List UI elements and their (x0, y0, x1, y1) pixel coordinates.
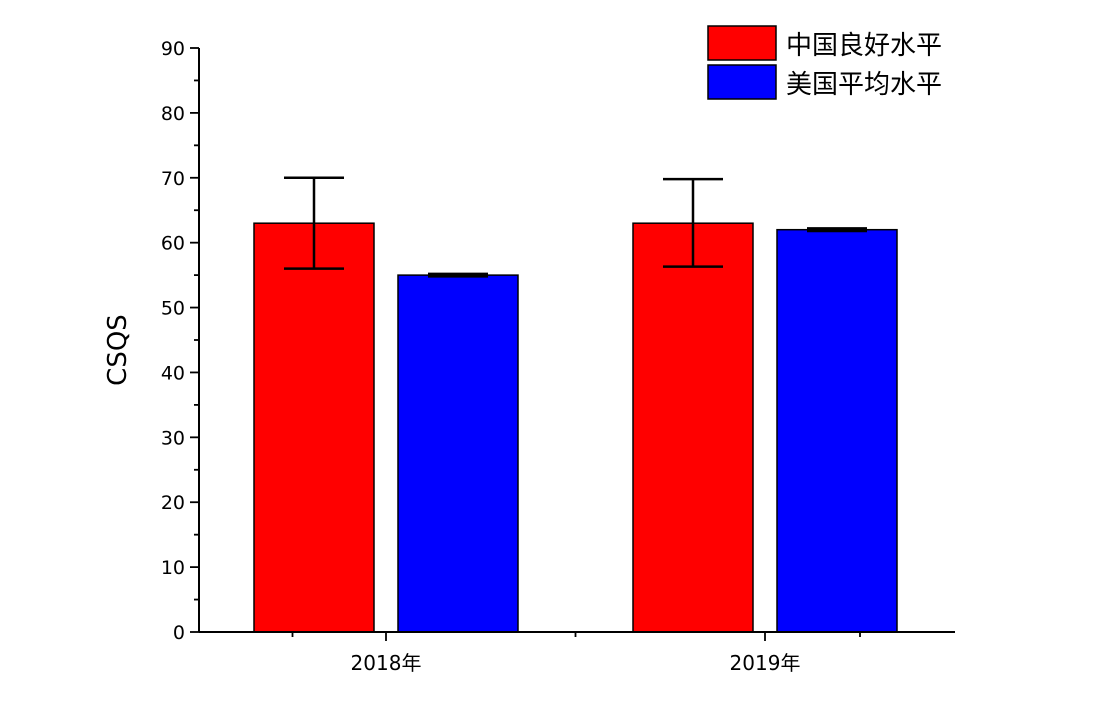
error-bar-1-2 (663, 177, 723, 268)
bar-series2-2 (776, 228, 898, 633)
legend-swatch (707, 25, 777, 61)
x-category-label-2: 2019年 (730, 651, 801, 675)
y-tick-label: 90 (161, 38, 185, 60)
bars-layer (253, 222, 898, 633)
axes-layer: 0 10 20 30 40 50 60 70 80 90 2018年 2019年 CSQS (103, 38, 955, 675)
legend-item-1: 中国良好水平 (707, 25, 942, 61)
y-tick-label: 10 (161, 557, 185, 579)
legend-item-2: 美国平均水平 (707, 64, 942, 100)
error-bar-2-2 (807, 227, 867, 233)
legend-swatch (707, 64, 777, 100)
legend-label: 中国良好水平 (786, 31, 942, 61)
y-tick-label: 40 (161, 362, 185, 384)
y-tick-label: 0 (173, 622, 185, 644)
bar-series2-1 (397, 274, 519, 633)
y-tick-label: 80 (161, 103, 185, 125)
error-bar-1-1 (284, 176, 344, 270)
error-bar-2-1 (428, 272, 488, 278)
y-tick-label: 20 (161, 492, 185, 514)
y-tick-label: 30 (161, 427, 185, 449)
error-bars-layer (284, 176, 867, 278)
x-category-label-1: 2018年 (351, 651, 422, 675)
y-tick-label: 70 (161, 168, 185, 190)
y-tick-label: 50 (161, 298, 185, 320)
bar-series1-2 (632, 222, 754, 633)
legend-label: 美国平均水平 (786, 70, 942, 100)
bar-series1-1 (253, 222, 375, 633)
y-axis-title: CSQS (103, 314, 133, 386)
y-tick-label: 60 (161, 233, 185, 255)
